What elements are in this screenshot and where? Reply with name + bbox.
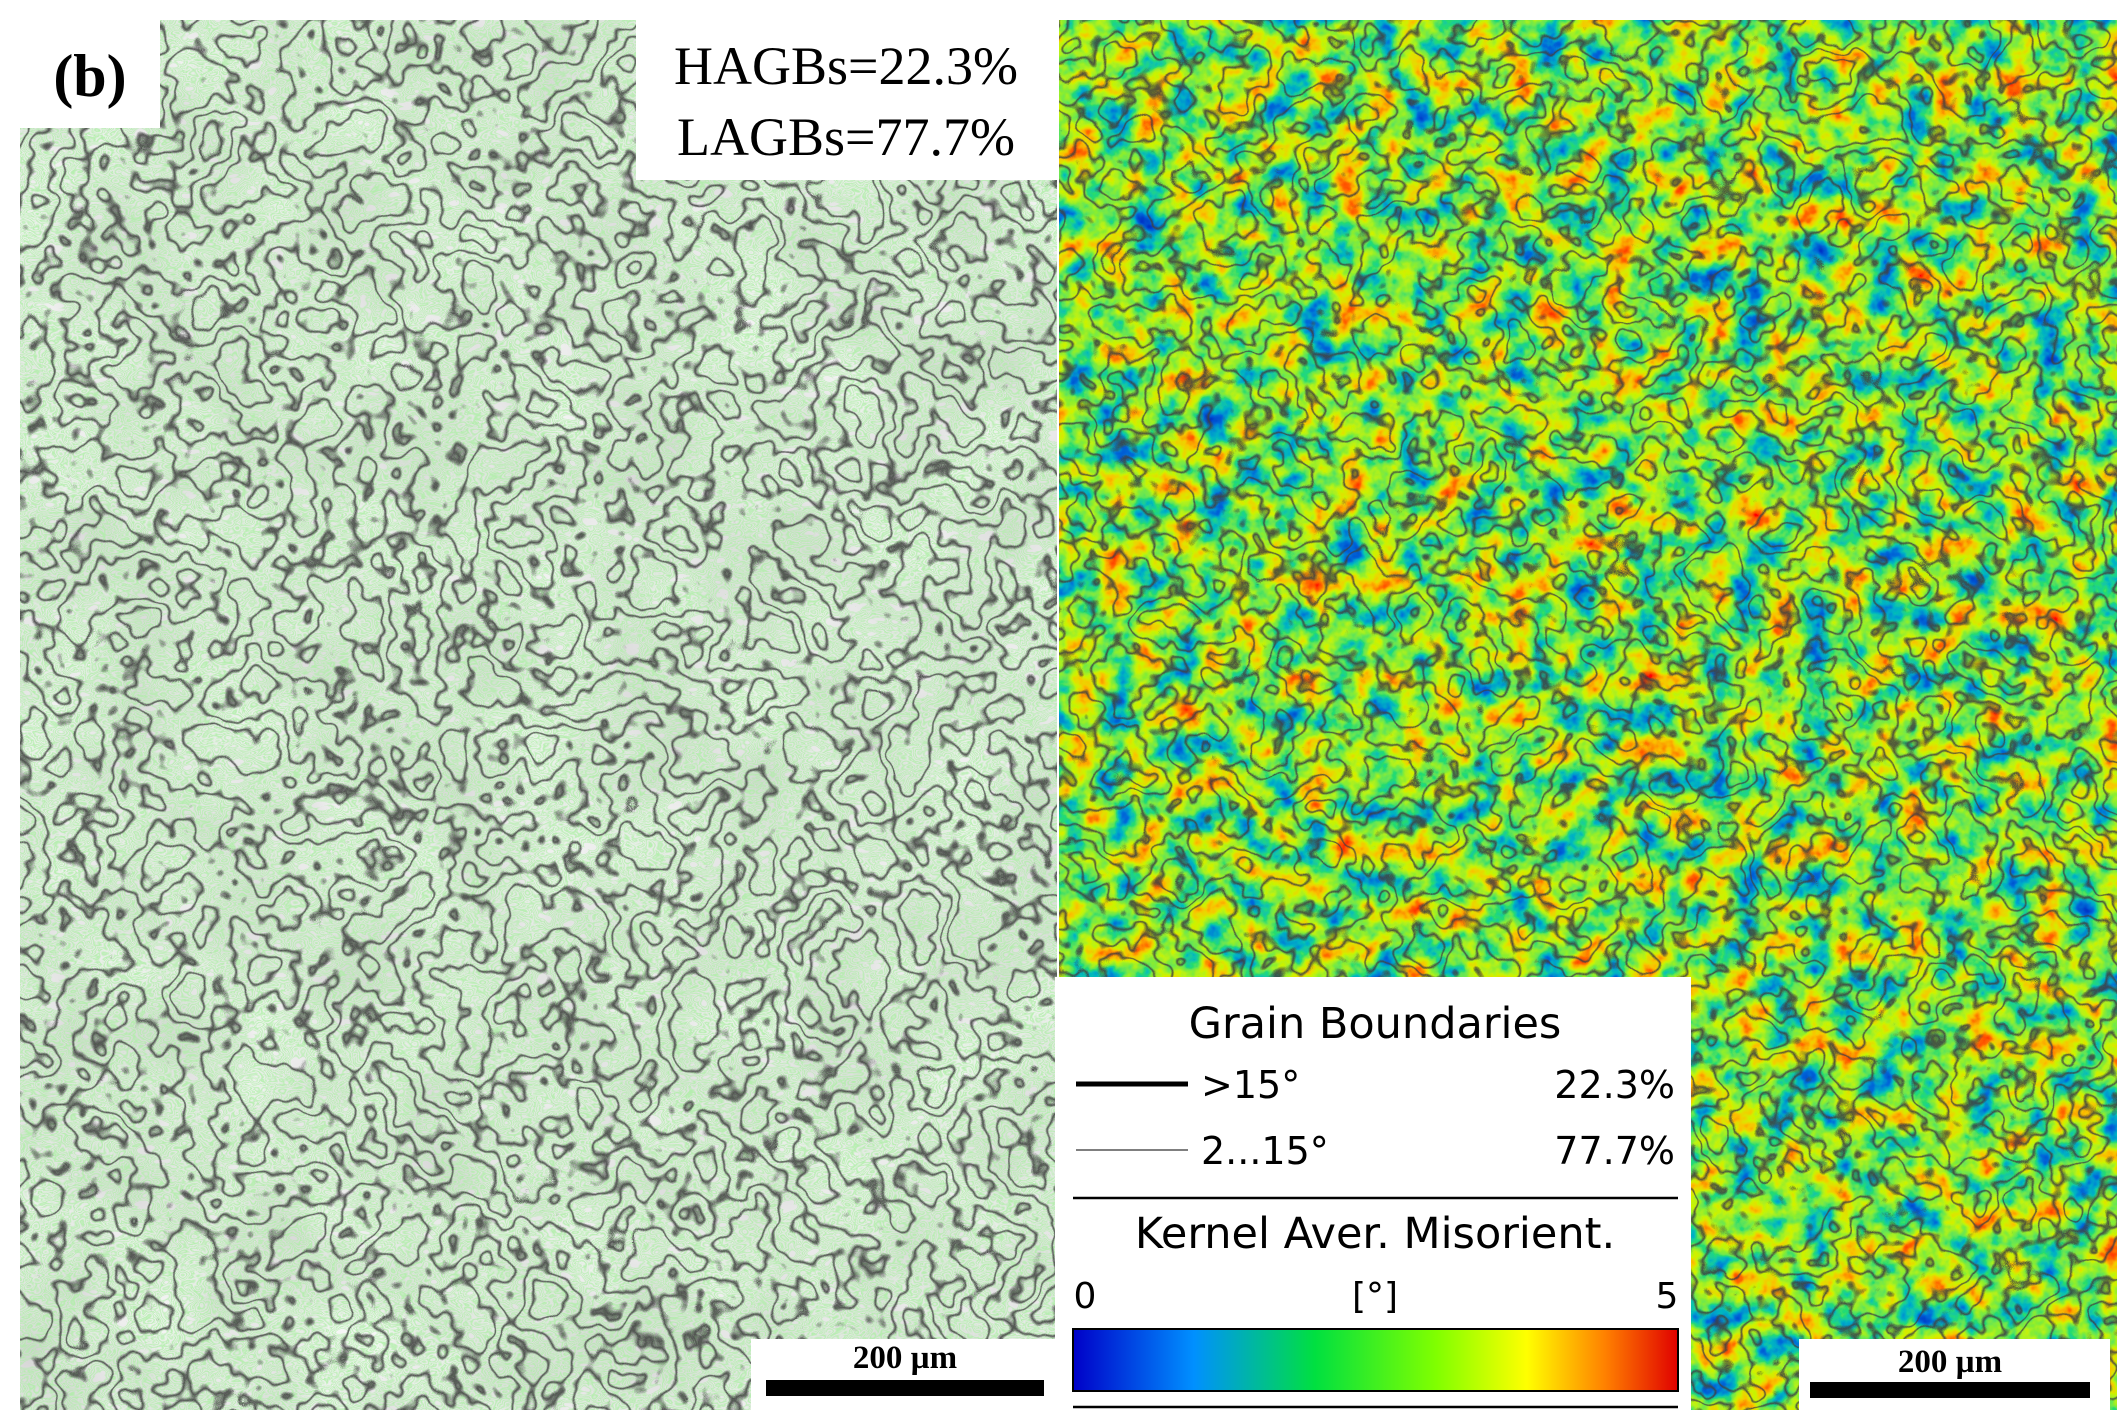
colorbar-title: Kernel Aver. Misorient. bbox=[1135, 1209, 1615, 1259]
scale-box bbox=[1799, 1339, 2110, 1410]
stats-box bbox=[636, 20, 1057, 180]
legend-range: >15° bbox=[1201, 1063, 1300, 1107]
colorbar-unit: [°] bbox=[1352, 1276, 1398, 1317]
colorbar-max: 5 bbox=[1656, 1276, 1679, 1317]
colorbar bbox=[1072, 1328, 1679, 1392]
hagbs-text: HAGBs=22.3% bbox=[674, 36, 1018, 96]
scale-label: 200 µm bbox=[853, 1340, 957, 1376]
legend-fraction: 22.3% bbox=[1554, 1063, 1675, 1107]
scale-label: 200 µm bbox=[1898, 1344, 2002, 1380]
legend-fraction: 77.7% bbox=[1554, 1129, 1675, 1173]
label-box bbox=[20, 20, 160, 128]
scale-bar bbox=[1810, 1382, 2090, 1398]
panel-label: (b) bbox=[53, 43, 126, 109]
scale-bar bbox=[766, 1380, 1044, 1396]
legend-title: Grain Boundaries bbox=[1189, 999, 1562, 1049]
scale-box bbox=[751, 1339, 1057, 1410]
legend-range: 2...15° bbox=[1201, 1129, 1329, 1173]
lagbs-text: LAGBs=77.7% bbox=[677, 107, 1015, 167]
gb-map bbox=[20, 20, 1057, 1410]
colorbar-min: 0 bbox=[1074, 1276, 1097, 1317]
